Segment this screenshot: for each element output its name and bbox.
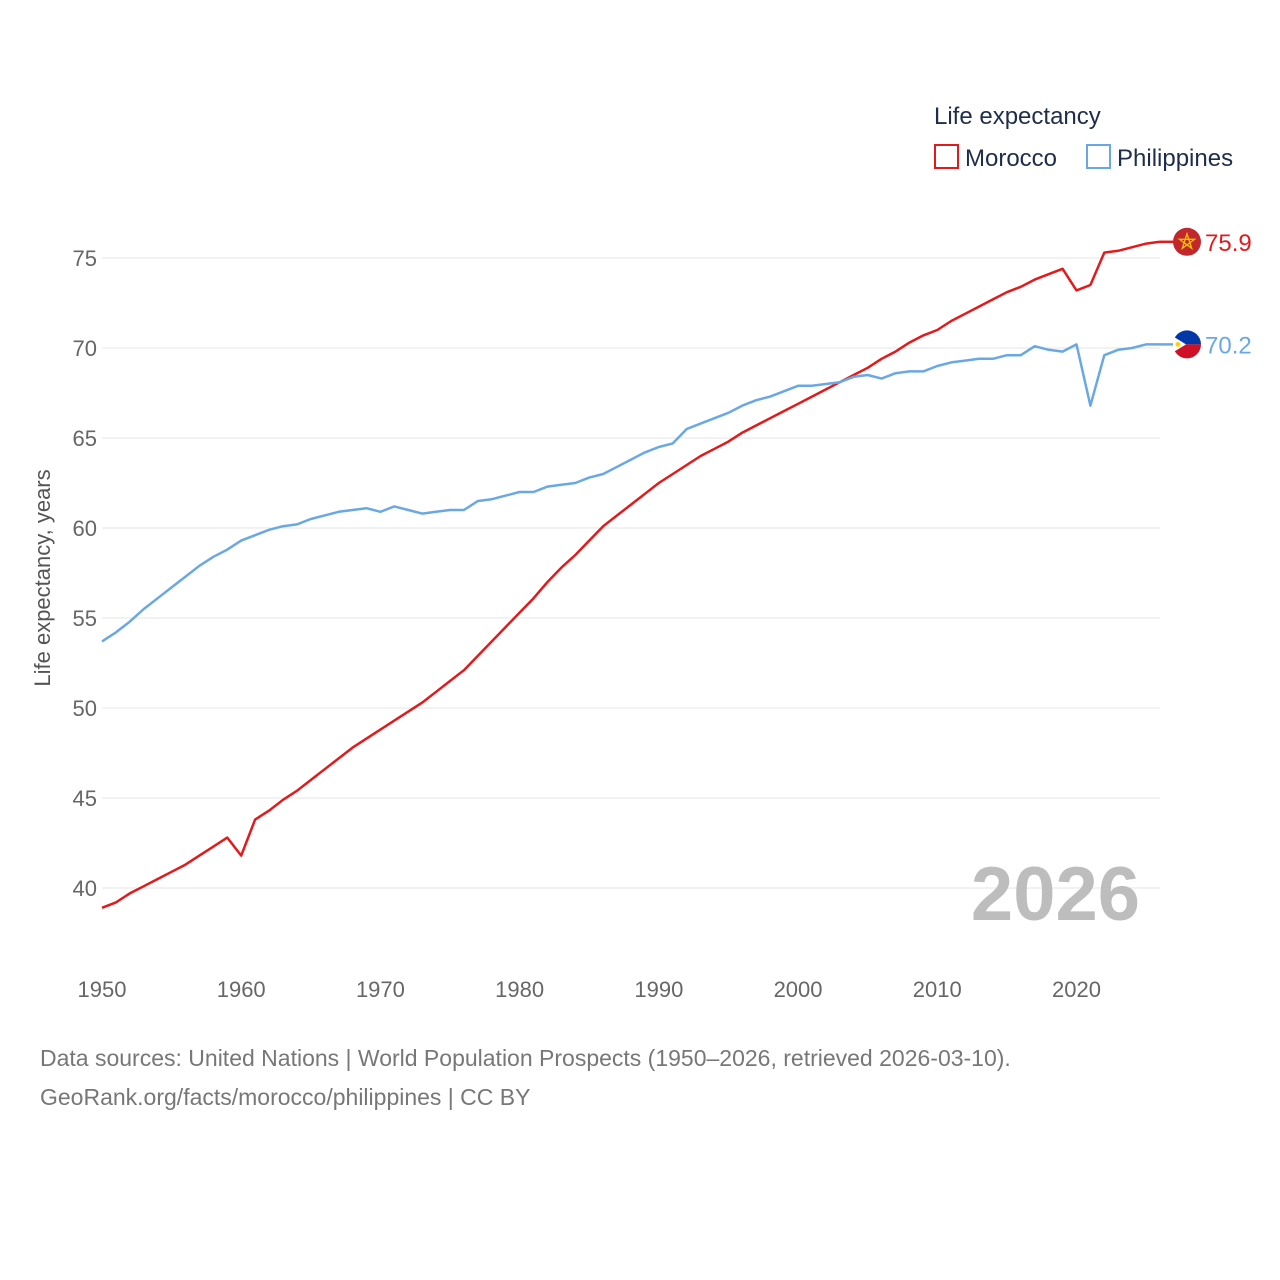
legend-label-morocco: Morocco [965, 145, 1057, 172]
x-tick-1990: 1990 [634, 977, 683, 1002]
legend-item-philippines[interactable]: Philippines [1086, 144, 1233, 172]
y-tick-55: 55 [73, 606, 97, 631]
y-tick-65: 65 [73, 426, 97, 451]
legend-title: Life expectancy [934, 103, 1101, 130]
x-axis-ticks: 1950 1960 1970 1980 1990 2000 2010 2020 [78, 977, 1101, 1002]
x-tick-2010: 2010 [913, 977, 962, 1002]
x-tick-1960: 1960 [217, 977, 266, 1002]
x-tick-1950: 1950 [78, 977, 127, 1002]
x-tick-2000: 2000 [774, 977, 823, 1002]
philippines-flag-icon [1173, 330, 1201, 359]
y-axis-ticks: 40 45 50 55 60 65 70 75 [73, 246, 97, 901]
series-line-philippines [101, 343, 1160, 643]
source-line-2: GeoRank.org/facts/morocco/philippines | … [40, 1084, 531, 1110]
gridlines [102, 257, 1160, 889]
source-line-1: Data sources: United Nations | World Pop… [40, 1045, 1011, 1071]
legend-swatch-philippines [1086, 144, 1111, 169]
y-tick-45: 45 [73, 786, 97, 811]
end-value-label-morocco: 75.9 [1205, 230, 1252, 257]
y-tick-60: 60 [73, 516, 97, 541]
series-line-morocco [101, 240, 1161, 909]
series-end-markers: 75.9 70.2 [1160, 227, 1252, 359]
end-value-label-philippines: 70.2 [1205, 332, 1252, 359]
y-tick-40: 40 [73, 876, 97, 901]
y-tick-75: 75 [73, 246, 97, 271]
y-tick-70: 70 [73, 336, 97, 361]
x-tick-1980: 1980 [495, 977, 544, 1002]
y-axis-title: Life expectancy, years [30, 469, 55, 686]
legend: Life expectancy Morocco Philippines [934, 103, 1233, 172]
x-tick-2020: 2020 [1052, 977, 1101, 1002]
current-year-label: 2026 [971, 852, 1140, 937]
x-tick-1970: 1970 [356, 977, 405, 1002]
legend-item-morocco[interactable]: Morocco [934, 144, 1057, 172]
y-tick-50: 50 [73, 696, 97, 721]
legend-label-philippines: Philippines [1117, 145, 1233, 172]
series-lines [101, 240, 1161, 909]
morocco-flag-icon [1173, 227, 1201, 256]
legend-swatch-morocco [934, 144, 959, 169]
